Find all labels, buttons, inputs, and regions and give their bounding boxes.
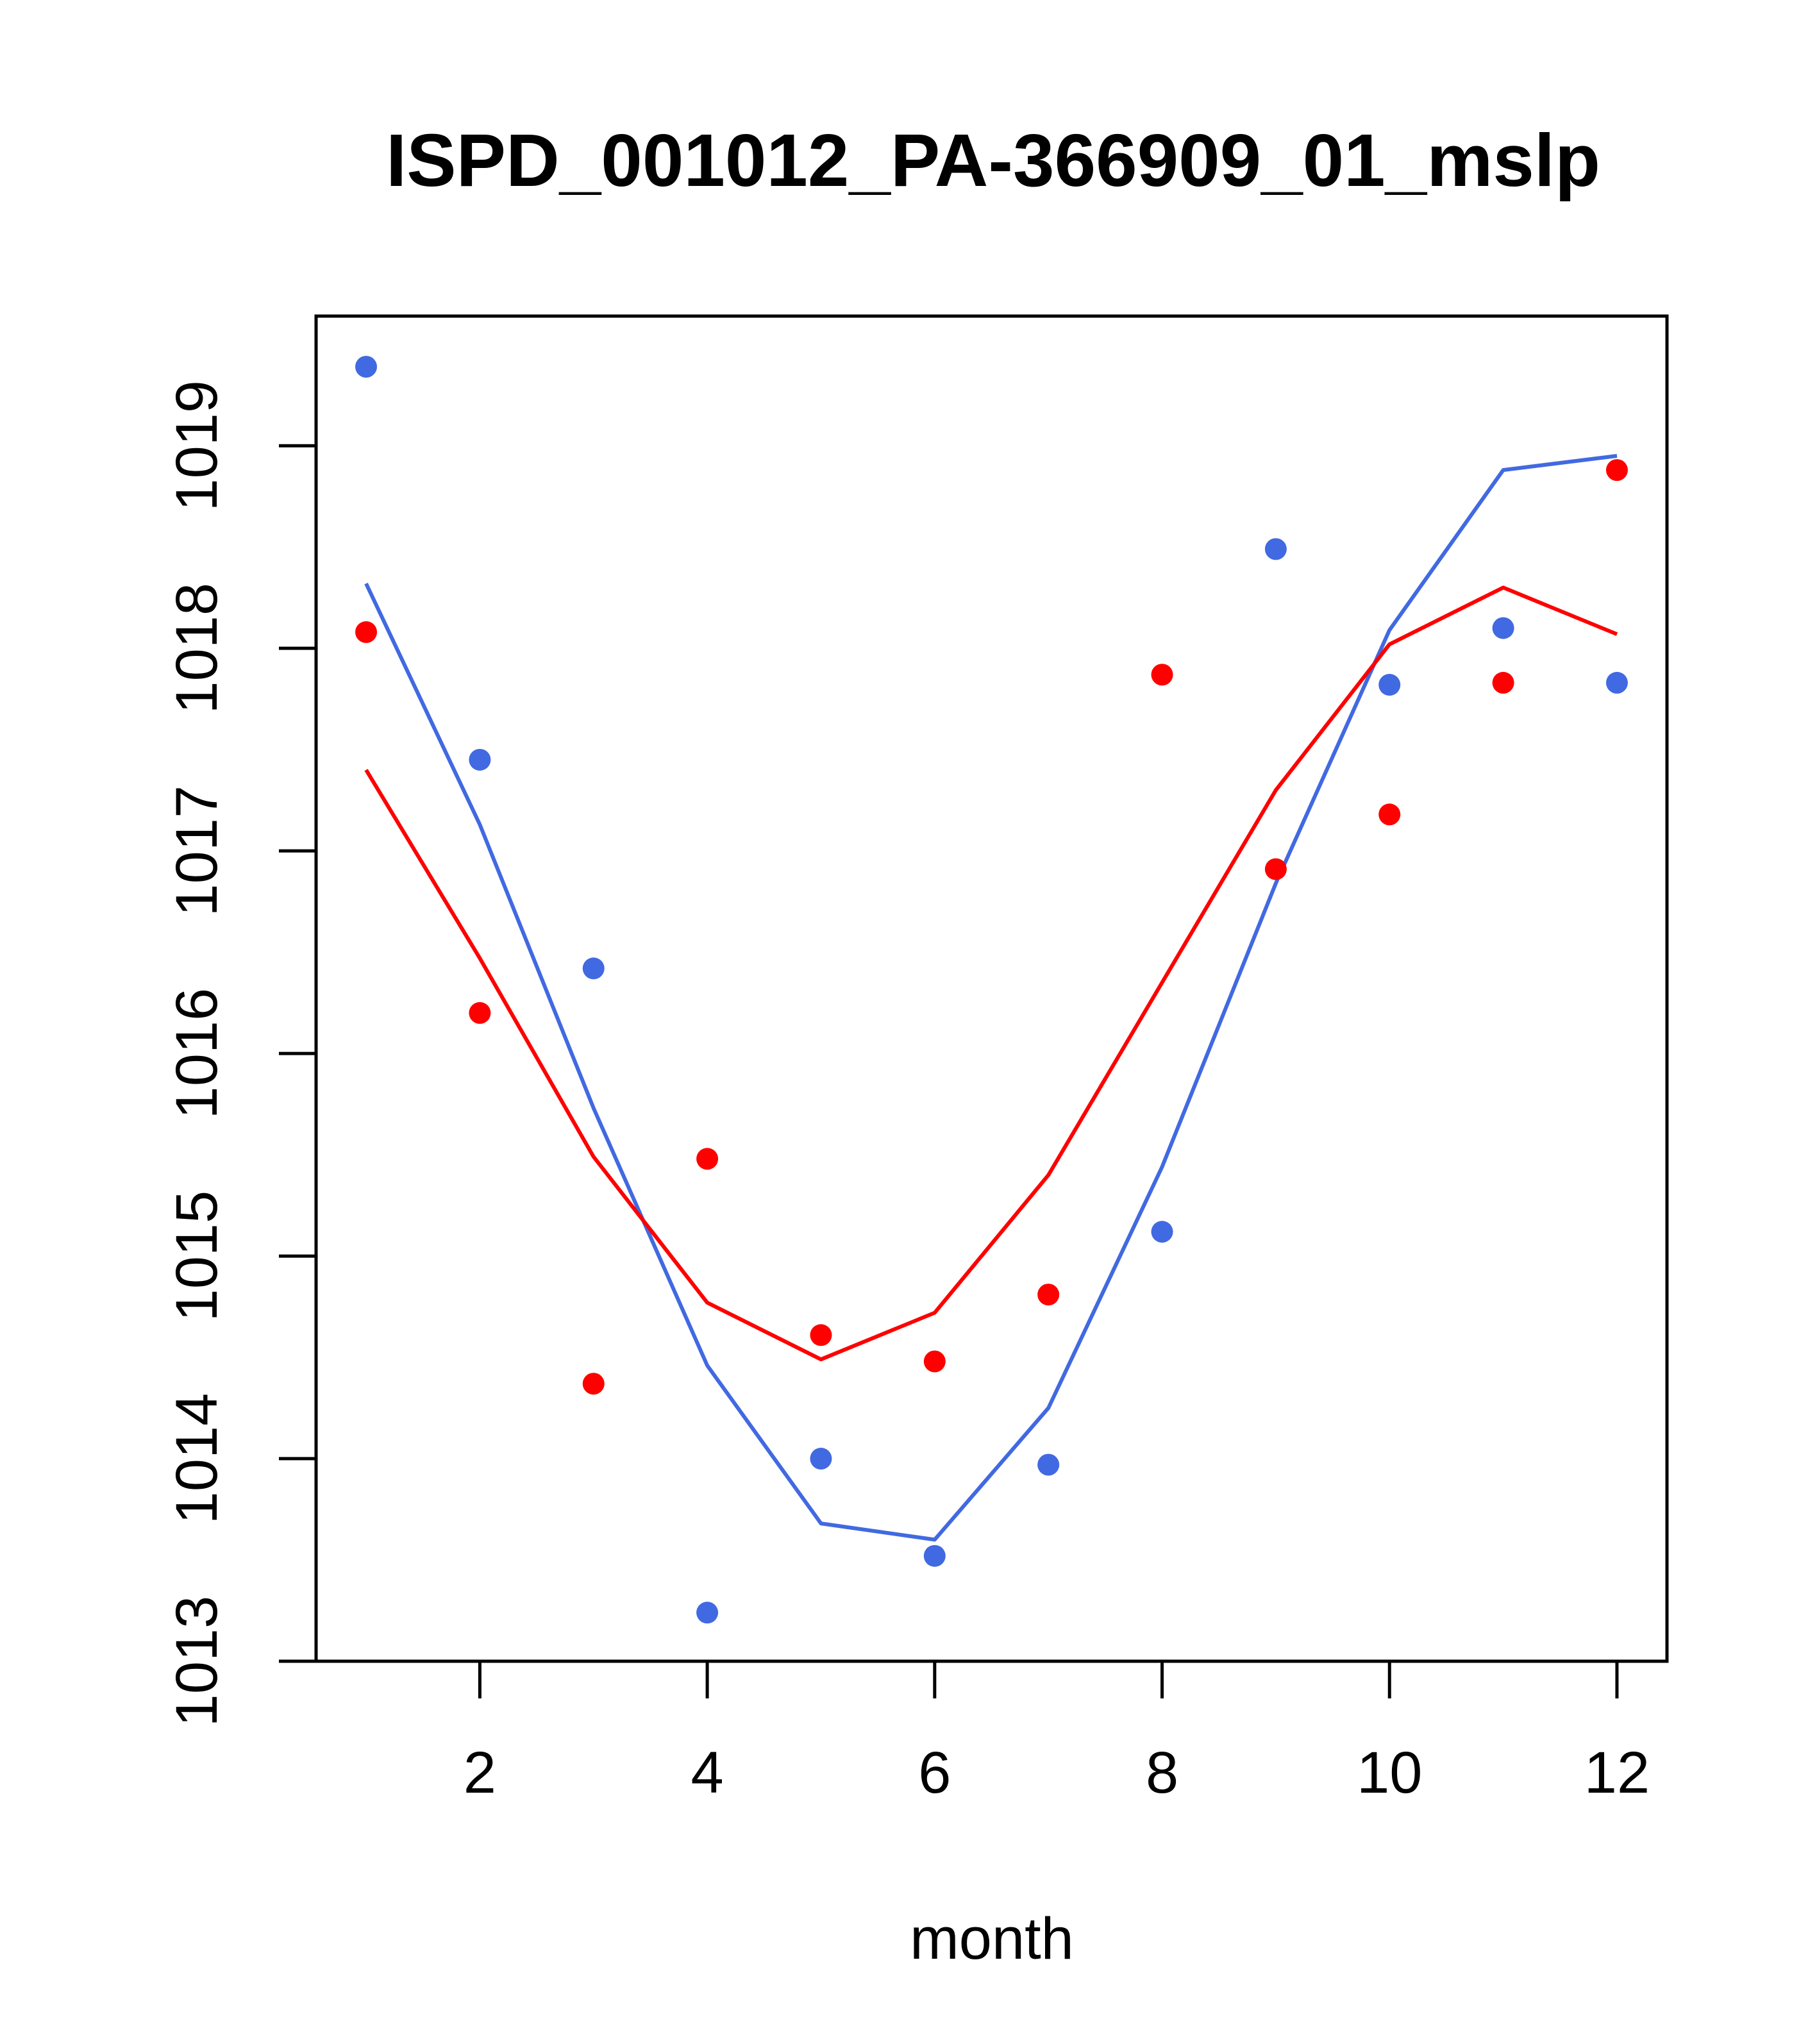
plot-frame	[314, 314, 1669, 1663]
blue-point	[469, 748, 491, 771]
blue-point	[582, 957, 605, 980]
series-lines	[364, 454, 1618, 1542]
x-axis-label: month	[910, 1906, 1074, 1972]
blue-point	[923, 1545, 946, 1567]
y-tick-label: 1014	[164, 1393, 230, 1525]
red-point	[1378, 803, 1401, 826]
y-tick-label: 1018	[164, 583, 230, 714]
blue-point	[810, 1448, 832, 1470]
red-point	[1151, 664, 1173, 686]
red-line-series	[364, 585, 1618, 1362]
red-point	[355, 621, 378, 643]
y-tick-label: 1019	[164, 380, 230, 512]
red-point	[810, 1324, 832, 1346]
red-point	[1264, 858, 1287, 880]
red-point	[1037, 1284, 1060, 1306]
y-tick-label: 1016	[164, 988, 230, 1119]
x-tick-label: 6	[918, 1740, 951, 1805]
red-point	[582, 1373, 605, 1395]
x-tick-label: 12	[1584, 1740, 1650, 1805]
x-tick-label: 4	[691, 1740, 724, 1805]
blue-point	[355, 355, 378, 378]
blue-line-series	[364, 454, 1618, 1542]
chart-title: ISPD_001012_PA-366909_01_mslp	[386, 119, 1600, 202]
y-axis: 1013 1014 1015 1016 1017 1018 1019	[164, 380, 318, 1727]
x-tick-label: 10	[1357, 1740, 1422, 1805]
y-tick-label: 1013	[164, 1596, 230, 1727]
red-point	[696, 1148, 719, 1170]
x-tick-label: 8	[1146, 1740, 1178, 1805]
blue-point	[696, 1602, 719, 1624]
blue-point	[1037, 1453, 1060, 1476]
blue-point	[1605, 671, 1628, 694]
y-tick-label: 1015	[164, 1191, 230, 1322]
x-tick-label: 2	[464, 1740, 496, 1805]
red-point	[923, 1350, 946, 1373]
red-point	[469, 1001, 491, 1024]
red-point	[1605, 459, 1628, 482]
series-points	[355, 355, 1628, 1624]
y-tick-label: 1017	[164, 785, 230, 917]
blue-point	[1378, 674, 1401, 696]
x-axis: 2 4 6 8 10 12	[464, 1659, 1650, 1805]
blue-point	[1264, 538, 1287, 560]
blue-point	[1151, 1221, 1173, 1243]
red-point	[1492, 671, 1514, 694]
blue-point	[1492, 617, 1514, 639]
